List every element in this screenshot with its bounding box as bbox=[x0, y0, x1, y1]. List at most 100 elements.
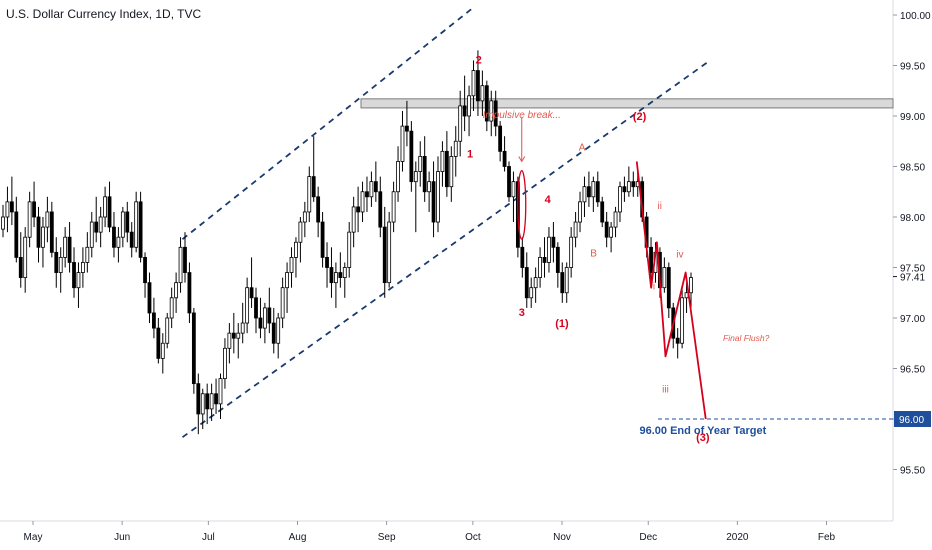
candle bbox=[329, 267, 334, 284]
candle bbox=[289, 256, 294, 273]
candle bbox=[680, 297, 685, 344]
candle bbox=[107, 196, 112, 228]
candle bbox=[418, 155, 423, 172]
candle bbox=[116, 236, 121, 248]
candle bbox=[493, 100, 498, 127]
candle bbox=[271, 322, 276, 344]
last-price-label: 97.41 bbox=[900, 273, 925, 284]
candle bbox=[387, 221, 392, 284]
candle bbox=[262, 307, 267, 329]
candle bbox=[551, 236, 556, 248]
wave-label: 2 bbox=[476, 54, 482, 66]
chart-title: U.S. Dollar Currency Index, 1D, TVC bbox=[6, 7, 202, 21]
candle bbox=[156, 327, 161, 359]
candle bbox=[316, 196, 321, 223]
candle bbox=[498, 125, 503, 152]
x-tick-label: Dec bbox=[639, 532, 657, 543]
candle bbox=[267, 307, 272, 324]
candle bbox=[342, 267, 347, 278]
y-tick-label: 99.00 bbox=[900, 112, 925, 123]
candle bbox=[76, 272, 81, 289]
candle bbox=[449, 155, 454, 188]
candle bbox=[307, 176, 312, 213]
wave-label: 3 bbox=[519, 307, 525, 319]
candle bbox=[187, 272, 192, 314]
candle bbox=[618, 186, 622, 213]
candle bbox=[529, 287, 534, 299]
candle bbox=[373, 181, 378, 193]
candle bbox=[147, 282, 152, 314]
candle bbox=[169, 297, 174, 319]
candle bbox=[378, 191, 383, 228]
wave-label: (2) bbox=[633, 111, 647, 123]
candle bbox=[405, 125, 409, 132]
candle bbox=[431, 181, 436, 223]
x-tick-label: Oct bbox=[465, 532, 481, 543]
candle bbox=[285, 272, 289, 289]
candle bbox=[218, 378, 223, 405]
candle bbox=[41, 226, 45, 248]
candle bbox=[471, 70, 476, 97]
candle bbox=[280, 287, 285, 319]
candle bbox=[436, 171, 440, 223]
candle bbox=[560, 272, 565, 294]
candle bbox=[476, 70, 480, 102]
wave-label: 1 bbox=[467, 148, 473, 160]
resistance-zone bbox=[360, 98, 894, 109]
candle bbox=[396, 161, 400, 193]
annotation-impulsive-break: Impulsive break... bbox=[483, 110, 561, 121]
wave-label: i bbox=[653, 282, 655, 293]
candle bbox=[209, 393, 214, 410]
candle bbox=[178, 246, 183, 284]
wave-label: B bbox=[590, 248, 597, 259]
candle bbox=[578, 201, 582, 223]
candle bbox=[338, 272, 343, 278]
y-tick-label: 97.50 bbox=[900, 264, 925, 275]
candle bbox=[120, 211, 125, 238]
candle bbox=[626, 181, 631, 193]
candle bbox=[444, 150, 449, 188]
candle bbox=[245, 287, 250, 324]
candle bbox=[440, 150, 445, 172]
candle bbox=[569, 236, 574, 268]
candle bbox=[391, 191, 396, 223]
candle bbox=[382, 226, 387, 284]
y-tick-label: 98.50 bbox=[900, 163, 925, 174]
candle bbox=[480, 85, 485, 102]
candle bbox=[258, 317, 263, 329]
candle bbox=[409, 130, 414, 183]
candle bbox=[427, 181, 432, 193]
candle bbox=[507, 166, 511, 198]
wave-label: 4 bbox=[545, 194, 552, 206]
candle bbox=[325, 256, 329, 268]
candle bbox=[311, 176, 316, 198]
candle bbox=[80, 262, 85, 273]
break-ellipse bbox=[517, 169, 527, 240]
candle bbox=[356, 206, 360, 213]
x-tick-label: Jun bbox=[114, 532, 130, 543]
y-tick-label: 96.50 bbox=[900, 365, 925, 376]
candle bbox=[191, 312, 196, 385]
candle bbox=[36, 216, 41, 248]
target-price-box bbox=[894, 411, 931, 427]
candle bbox=[649, 246, 653, 273]
candle bbox=[524, 267, 529, 299]
candle bbox=[400, 125, 405, 162]
candle bbox=[49, 211, 54, 253]
candle bbox=[320, 221, 325, 258]
candle bbox=[63, 236, 68, 258]
candle bbox=[240, 322, 245, 334]
candle bbox=[254, 297, 258, 319]
projection-path bbox=[635, 161, 707, 420]
candle bbox=[587, 186, 591, 198]
target-price-tag: 96.00 bbox=[894, 411, 931, 427]
x-tick-label: Sep bbox=[378, 532, 396, 543]
candle bbox=[27, 201, 32, 238]
candle bbox=[533, 277, 538, 289]
candle bbox=[14, 211, 19, 258]
candle bbox=[103, 196, 107, 218]
candle bbox=[85, 246, 90, 263]
candle bbox=[564, 267, 569, 294]
